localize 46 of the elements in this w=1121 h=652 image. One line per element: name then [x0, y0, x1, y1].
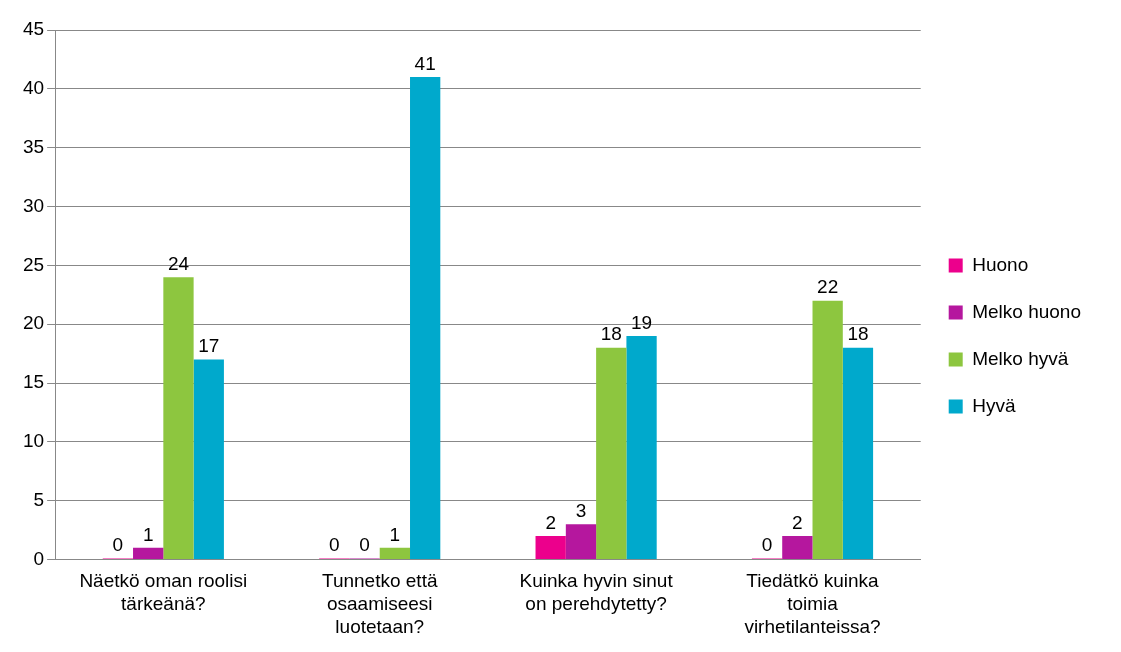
y-tick-label: 5 — [33, 488, 45, 510]
data-label: 1 — [389, 523, 401, 545]
y-tick-label: 25 — [22, 253, 45, 275]
x-tick-label: Tunnetko että osaamiseesi luotetaan? — [321, 570, 438, 637]
data-label: 0 — [328, 534, 340, 556]
data-label: 24 — [167, 252, 190, 274]
bar — [626, 335, 657, 560]
bar — [782, 536, 813, 560]
y-tick-label: 0 — [33, 547, 45, 569]
bar — [812, 300, 843, 560]
data-label: 17 — [198, 335, 220, 357]
data-label: 0 — [359, 534, 370, 556]
bar — [596, 347, 627, 560]
data-label: 41 — [414, 52, 436, 74]
legend-label: Melko huono — [972, 300, 1081, 322]
data-label: 19 — [630, 311, 653, 333]
y-tick-label: 40 — [22, 77, 45, 99]
bar — [842, 347, 874, 560]
y-tick-label: 45 — [22, 18, 45, 40]
bar — [535, 536, 566, 560]
legend-label: Hyvä — [972, 394, 1016, 416]
x-tick-label: Kuinka hyvin sinut on perehdytetty? — [519, 570, 674, 615]
bar — [133, 547, 164, 560]
y-tick-label: 35 — [22, 135, 45, 157]
bar — [565, 524, 597, 560]
y-tick-label: 30 — [22, 194, 45, 216]
bar — [379, 547, 411, 560]
y-tick-label: 10 — [22, 430, 45, 452]
legend-label: Huono — [972, 253, 1029, 275]
legend-label: Melko hyvä — [972, 347, 1069, 369]
data-label: 2 — [545, 511, 556, 533]
data-label: 22 — [817, 276, 839, 298]
y-tick-label: 15 — [22, 371, 45, 393]
data-label: 18 — [600, 323, 622, 345]
y-tick-label: 20 — [22, 312, 45, 334]
x-tick-label: Tiedätkö kuinka toimia virhetilanteissa? — [744, 570, 881, 637]
bar — [163, 277, 194, 560]
x-tick-label: Näetkö oman roolisi tärkeänä? — [79, 570, 248, 615]
data-label: 18 — [847, 323, 869, 345]
bar — [410, 77, 441, 560]
data-label: 0 — [112, 534, 124, 556]
bar — [193, 359, 224, 560]
data-label: 2 — [792, 511, 803, 533]
data-label: 3 — [575, 500, 587, 522]
data-label: 1 — [142, 523, 154, 545]
data-label: 0 — [761, 534, 773, 556]
